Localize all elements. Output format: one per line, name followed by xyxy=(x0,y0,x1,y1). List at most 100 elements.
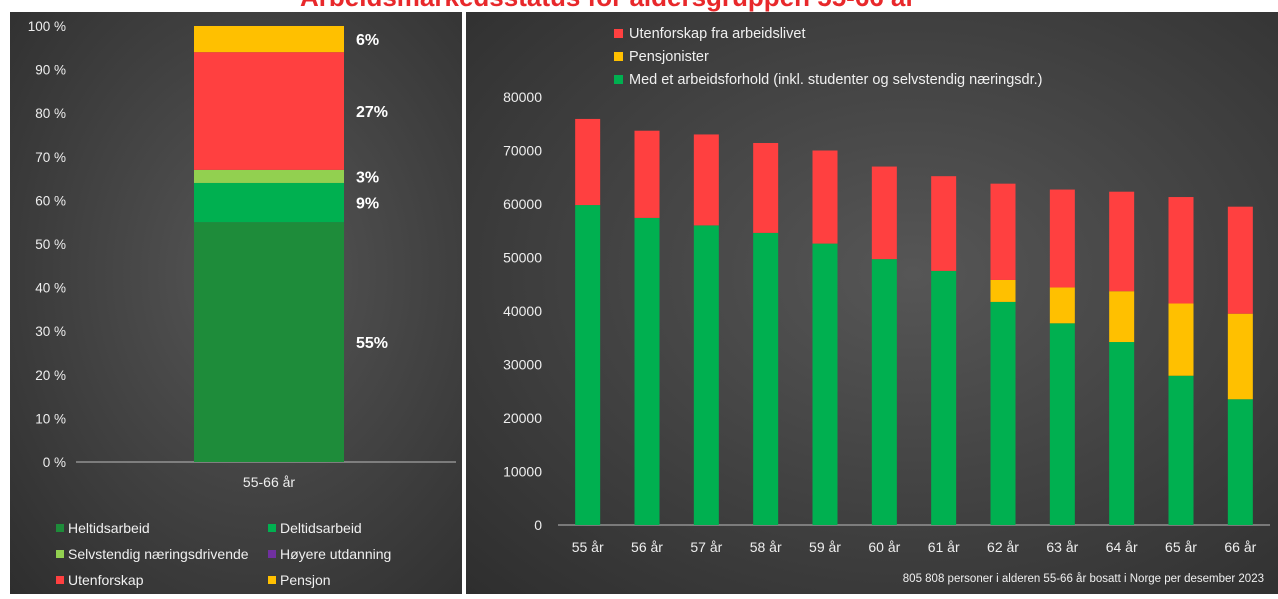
legend-label: Utenforskap xyxy=(68,572,144,588)
legend-swatch xyxy=(614,52,623,61)
data-label: 55% xyxy=(356,335,388,352)
bar-segment xyxy=(1168,375,1194,525)
y-tick-label: 10 % xyxy=(35,411,66,426)
y-tick-label: 20 % xyxy=(35,368,66,383)
x-tick-label: 63 år xyxy=(1046,539,1078,555)
right-chart-panel: 0 10000 20000 30000 40000 50000 60000 70000 8000… xyxy=(466,12,1278,594)
x-tick-label: 55-66 år xyxy=(243,474,295,490)
legend-label: Høyere utdanning xyxy=(280,546,392,562)
data-label: 6% xyxy=(356,32,379,49)
data-label: 3% xyxy=(356,169,379,186)
legend-item-utenforskap-arbeidslivet: Utenforskap fra arbeidslivet xyxy=(614,22,1042,45)
legend-swatch xyxy=(56,524,64,532)
page-title: Arbeidsmarkedsstatus for aldersgruppen 5… xyxy=(300,0,916,12)
x-tick-label: 66 år xyxy=(1224,539,1256,555)
bar-segment xyxy=(194,52,344,170)
bar-segment xyxy=(931,270,957,525)
legend-item-heltidsarbeid: Heltidsarbeid xyxy=(56,520,268,536)
bar-segment xyxy=(1168,303,1194,376)
bar-segment xyxy=(693,134,719,226)
x-tick-label: 58 år xyxy=(750,539,782,555)
y-tick-label: 10000 xyxy=(503,464,542,480)
y-tick-label: 70000 xyxy=(503,143,542,159)
bar-segment xyxy=(1227,313,1253,400)
y-tick-label: 40 % xyxy=(35,281,66,296)
legend-swatch xyxy=(614,29,623,38)
x-tick-label: 62 år xyxy=(987,539,1019,555)
left-chart-panel: 0 % 10 % 20 % 30 % 40 % 50 % 60 % 70 % 80 % 90 % 1… xyxy=(10,12,462,594)
bar-segment xyxy=(575,118,601,206)
y-tick-label: 30 % xyxy=(35,324,66,339)
legend-label: Pensjonister xyxy=(629,48,709,65)
y-tick-label: 50000 xyxy=(503,250,542,266)
x-tick-label: 61 år xyxy=(928,539,960,555)
legend-swatch xyxy=(56,550,64,558)
legend-label: Selvstendig næringsdrivende xyxy=(68,546,249,562)
legend-label: Heltidsarbeid xyxy=(68,520,150,536)
legend-item-selvstendig: Selvstendig næringsdrivende xyxy=(56,546,268,562)
y-tick-label: 80 % xyxy=(35,106,66,121)
left-legend: Heltidsarbeid Deltidsarbeid Selvstendig … xyxy=(56,520,456,588)
bar-segment xyxy=(990,183,1016,280)
legend-swatch xyxy=(614,75,623,84)
x-tick-label: 56 år xyxy=(631,539,663,555)
bar-segment xyxy=(990,279,1016,302)
y-tick-label: 0 xyxy=(534,517,542,533)
legend-item-deltidsarbeid: Deltidsarbeid xyxy=(268,520,456,536)
right-chart: 0 10000 20000 30000 40000 50000 60000 70000 8000… xyxy=(503,89,1270,555)
bar-segment xyxy=(634,130,660,218)
bar-segment xyxy=(1109,191,1135,292)
footnote: 805 808 personer i alderen 55-66 år bosa… xyxy=(902,573,1264,585)
y-tick-label: 0 % xyxy=(43,455,66,470)
legend-item-utenforskap: Utenforskap xyxy=(56,572,268,588)
legend-label: Med et arbeidsforhold (inkl. studenter o… xyxy=(629,71,1043,88)
legend-item-hoyere-utdanning: Høyere utdanning xyxy=(268,546,456,562)
bar-segment xyxy=(194,182,344,223)
title-strip: Arbeidsmarkedsstatus for aldersgruppen 5… xyxy=(0,0,1278,12)
bar-segment xyxy=(1227,399,1253,525)
legend-swatch xyxy=(56,576,64,584)
bar-segment xyxy=(575,205,601,525)
x-tick-label: 57 år xyxy=(690,539,722,555)
bar-segment xyxy=(194,26,344,53)
legend-swatch xyxy=(268,524,276,532)
bar-segment xyxy=(1227,206,1253,314)
y-tick-label: 60000 xyxy=(503,196,542,212)
bar-segment xyxy=(693,225,719,525)
y-tick-label: 70 % xyxy=(35,150,66,165)
y-tick-label: 90 % xyxy=(35,63,66,78)
bar-segment xyxy=(812,243,838,525)
x-tick-label: 65 år xyxy=(1165,539,1197,555)
y-tick-label: 40000 xyxy=(503,303,542,319)
bar-segment xyxy=(1049,189,1075,288)
bar-segment xyxy=(1049,323,1075,525)
bar-segment xyxy=(1109,342,1135,525)
legend-item-pensjon: Pensjon xyxy=(268,572,456,588)
y-tick-label: 100 % xyxy=(28,19,66,34)
bar-segment xyxy=(194,222,344,462)
bar-segment xyxy=(1168,197,1194,304)
x-tick-label: 59 år xyxy=(809,539,841,555)
right-legend: Utenforskap fra arbeidslivet Pensjoniste… xyxy=(614,22,1042,91)
bar-segment xyxy=(634,217,660,525)
legend-label: Pensjon xyxy=(280,572,331,588)
x-tick-label: 55 år xyxy=(572,539,604,555)
legend-label: Utenforskap fra arbeidslivet xyxy=(629,25,806,42)
bar-segment xyxy=(1049,287,1075,324)
x-tick-label: 64 år xyxy=(1106,539,1138,555)
y-tick-label: 30000 xyxy=(503,357,542,373)
data-label: 9% xyxy=(356,196,379,213)
legend-swatch xyxy=(268,550,276,558)
bar-segment xyxy=(1109,291,1135,343)
bar-segment xyxy=(812,150,838,244)
y-tick-label: 60 % xyxy=(35,193,66,208)
y-tick-label: 80000 xyxy=(503,89,542,105)
y-tick-label: 20000 xyxy=(503,410,542,426)
bar-segment xyxy=(753,143,779,233)
bar-segment xyxy=(753,232,779,525)
bar-segment xyxy=(931,176,957,271)
bar-segment xyxy=(871,166,897,260)
x-tick-label: 60 år xyxy=(868,539,900,555)
bar-segment xyxy=(194,169,344,183)
legend-label: Deltidsarbeid xyxy=(280,520,362,536)
